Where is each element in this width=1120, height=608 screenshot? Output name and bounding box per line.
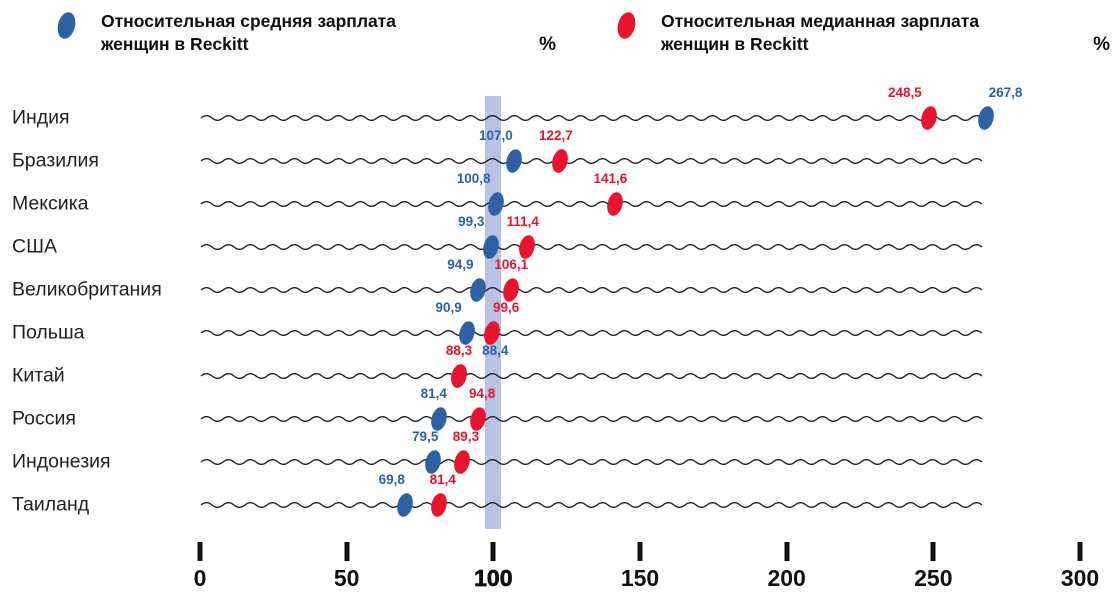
- mean-value-label: 90,9: [435, 300, 462, 315]
- category-label: США: [12, 235, 57, 258]
- mean-value-label: 79,5: [412, 429, 439, 444]
- wavy-row-line: [200, 330, 983, 336]
- mean-value-label: 88,4: [482, 343, 509, 358]
- wavy-row-line: [200, 244, 983, 250]
- mean-value-label: 94,9: [447, 257, 474, 272]
- wavy-row-line: [200, 416, 983, 422]
- category-label: Великобритания: [12, 278, 162, 301]
- wavy-row-line: [200, 287, 983, 293]
- legend-item-median: Относительная медианная зарплата женщин …: [614, 10, 1110, 56]
- mean-dot: [975, 104, 996, 132]
- median-value-label: 89,3: [452, 429, 480, 444]
- axis-tick-label: 250: [914, 565, 953, 591]
- category-label: Индия: [12, 106, 70, 129]
- axis-tick-label: 100: [474, 565, 513, 592]
- mean-value-label: 81,4: [420, 386, 447, 401]
- wavy-row-line: [200, 115, 983, 121]
- mean-dot: [503, 147, 525, 175]
- axis-tick-label: 0: [193, 565, 207, 591]
- median-dot: [549, 147, 571, 175]
- axis-tick: [784, 542, 790, 561]
- median-value-label: 99,6: [493, 300, 520, 315]
- median-dot: [448, 362, 470, 390]
- median-value-label: 248,5: [888, 85, 922, 100]
- median-dot: [605, 190, 626, 218]
- category-label: Китай: [12, 364, 65, 387]
- axis-tick: [344, 542, 350, 561]
- category-label: Польша: [12, 321, 85, 344]
- axis-tick: [197, 542, 203, 561]
- mean-value-label: 267,8: [988, 85, 1023, 100]
- legend-unit-median: %: [1093, 34, 1110, 56]
- median-series-marker-icon: [614, 10, 639, 41]
- category-label: Россия: [12, 407, 76, 430]
- wavy-row-line: [200, 201, 983, 207]
- axis-tick: [490, 542, 496, 561]
- wavy-row-line: [200, 502, 983, 508]
- axis-tick-label: 150: [620, 565, 660, 591]
- axis-tick-label: 200: [767, 565, 806, 591]
- legend-unit-mean: %: [539, 34, 556, 56]
- mean-dot: [394, 491, 415, 519]
- axis-tick-label: 300: [1060, 565, 1100, 591]
- median-value-label: 94,8: [468, 386, 496, 401]
- mean-series-marker-icon: [54, 10, 79, 41]
- axis-tick: [930, 542, 936, 561]
- median-dot: [918, 104, 940, 132]
- axis-tick: [1077, 542, 1083, 561]
- median-value-label: 111,4: [506, 214, 539, 229]
- axis-tick-label: 50: [333, 565, 360, 591]
- category-label: Бразилия: [12, 149, 99, 172]
- category-label: Мексика: [12, 192, 89, 215]
- legend-label-median: Относительная медианная зарплата женщин …: [661, 11, 980, 55]
- mean-value-label: 107,0: [478, 128, 513, 143]
- median-value-label: 141,6: [593, 171, 628, 186]
- wavy-row-line: [200, 158, 983, 164]
- wavy-row-line: [200, 459, 983, 465]
- mean-value-label: 100,8: [456, 171, 491, 186]
- category-label: Индонезия: [12, 450, 111, 473]
- wavy-row-line: [200, 373, 983, 379]
- median-value-label: 81,4: [429, 472, 456, 487]
- category-label: Таиланд: [12, 493, 90, 516]
- median-dot: [428, 491, 449, 519]
- median-value-label: 88,3: [445, 343, 473, 358]
- legend-label-mean: Относительная средняя зарплата женщин в …: [101, 11, 396, 55]
- median-value-label: 106,1: [494, 257, 529, 272]
- median-value-label: 122,7: [539, 128, 573, 143]
- axis-tick: [637, 542, 643, 561]
- mean-value-label: 99,3: [458, 214, 485, 229]
- legend-item-mean: Относительная средняя зарплата женщин в …: [54, 10, 556, 56]
- mean-value-label: 69,8: [378, 472, 405, 487]
